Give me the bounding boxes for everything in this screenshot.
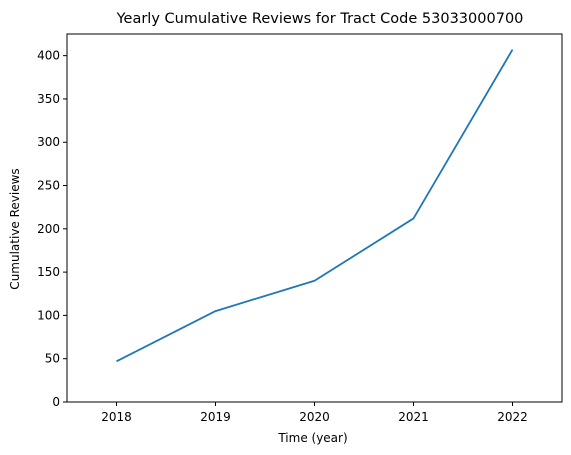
y-tick-label: 0 [52,395,60,409]
y-tick-label: 250 [37,179,60,193]
y-tick-label: 350 [37,92,60,106]
y-tick-label: 50 [45,352,60,366]
plot-frame [66,33,563,403]
x-tick-label: 2022 [497,410,528,424]
chart-title: Yearly Cumulative Reviews for Tract Code… [116,11,524,27]
y-tick-label: 100 [37,308,60,322]
x-tick-label: 2019 [200,410,231,424]
x-axis-label: Time (year) [277,431,347,445]
y-tick-label: 200 [37,222,60,236]
x-axis: 2018 2019 2020 2021 2022 [101,402,528,424]
y-tick-label: 150 [37,265,60,279]
y-axis-label: Cumulative Reviews [8,168,22,289]
y-axis: 0 50 100 150 200 250 300 350 400 [37,49,67,409]
x-tick-label: 2018 [101,410,132,424]
y-tick-label: 400 [37,49,60,63]
y-tick-label: 300 [37,135,60,149]
x-tick-label: 2021 [398,410,429,424]
x-tick-label: 2020 [299,410,330,424]
series-group [116,49,514,363]
series-line [116,49,514,363]
